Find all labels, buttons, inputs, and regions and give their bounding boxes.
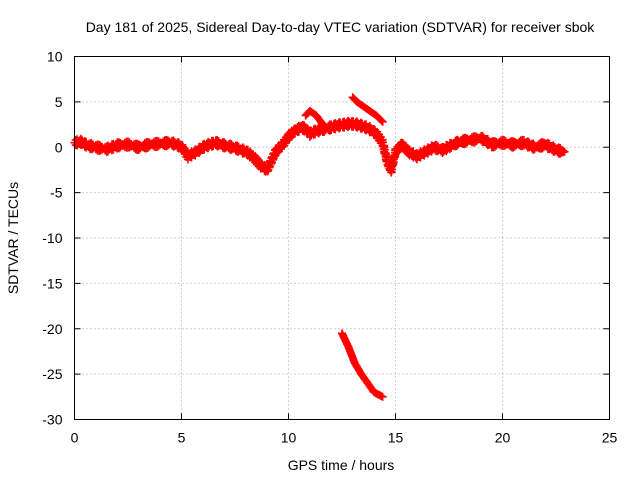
data-point-main [452,142,461,151]
chart-title: Day 181 of 2025, Sidereal Day-to-day VTE… [86,19,596,35]
x-tick-label: 10 [281,430,297,446]
y-tick-label: -25 [42,366,62,382]
data-point-main [560,147,569,156]
y-tick-label: -10 [42,230,62,246]
x-tick-label: 15 [388,430,404,446]
data-point-peak [377,116,386,125]
data-point-main [377,136,386,145]
y-tick-label: -30 [42,412,62,428]
y-tick-label: 10 [47,49,63,65]
x-tick-label: 25 [602,430,618,446]
x-axis-label: GPS time / hours [288,457,395,473]
x-tick-label: 5 [178,430,186,446]
tick-labels: 0 5 10 15 20 25 10 5 0 -5 -10 -15 -20 -25 -30 [42,49,617,446]
y-tick-label: -5 [50,185,63,201]
y-tick-label: 0 [55,139,63,155]
grid [74,56,610,420]
x-tick-label: 20 [495,430,511,446]
y-tick-label: 5 [55,94,63,110]
plot-frame [74,56,610,420]
data-point-dip [378,392,387,401]
data-point-main [549,141,558,150]
y-tick-label: -15 [42,275,62,291]
y-tick-label: -20 [42,321,62,337]
data-points [70,93,569,401]
data-point-upper-arc [323,124,332,133]
data-point-upper-arc [325,125,334,134]
y-axis-label: SDTVAR / TECUs [5,182,21,294]
x-tick-label: 0 [71,430,79,446]
data-point-main [523,137,532,146]
data-point-peak [378,117,387,126]
